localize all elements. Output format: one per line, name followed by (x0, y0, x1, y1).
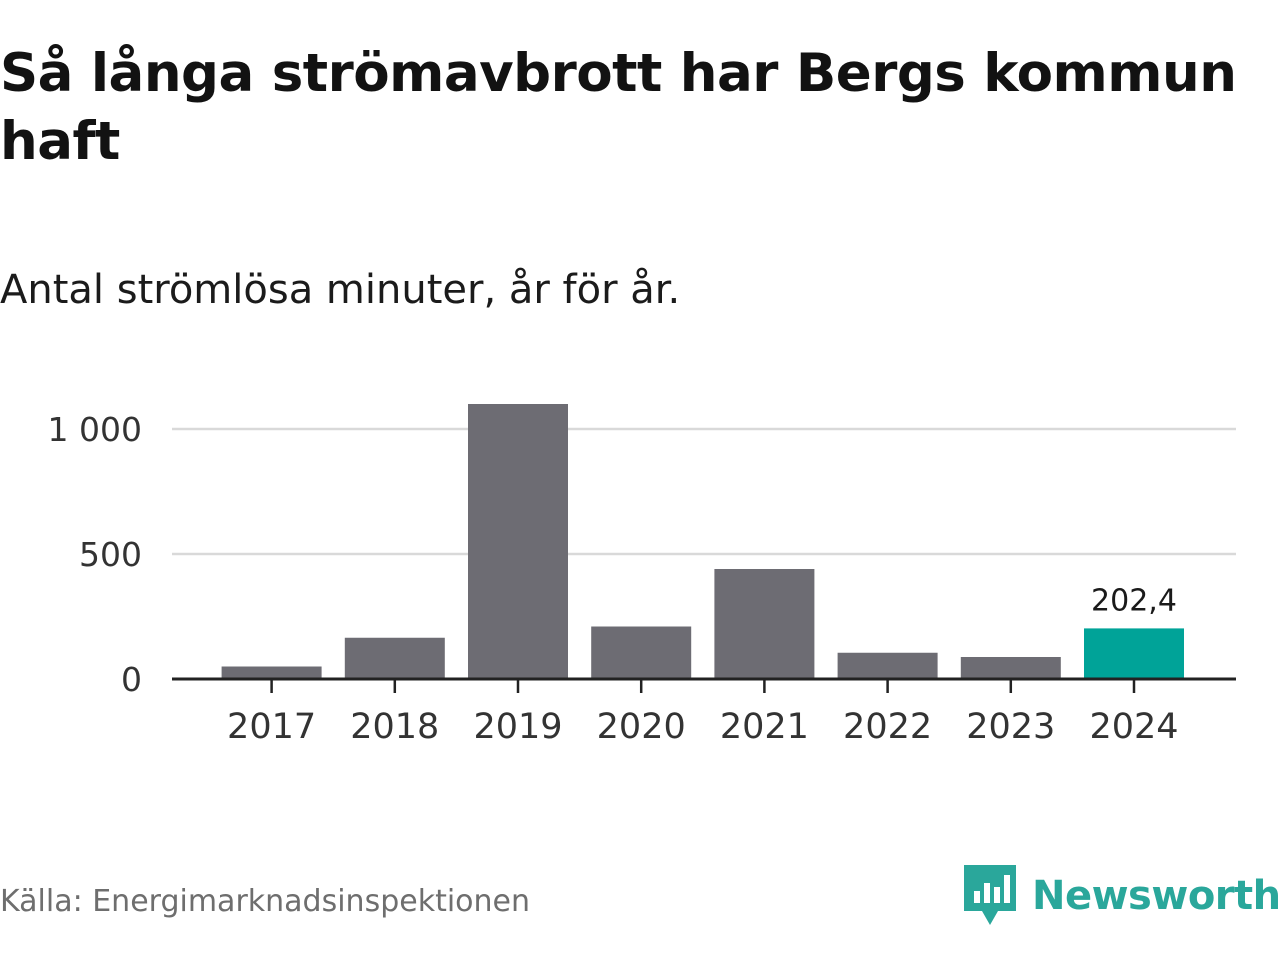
bar-2024 (1084, 628, 1184, 679)
x-tick-label: 2017 (227, 707, 316, 747)
x-tick-label: 2019 (473, 707, 562, 747)
chart-title: Så långa strömavbrott har Bergs kommun h… (0, 43, 1237, 172)
newsworthy-logo-icon (964, 865, 1016, 925)
bar-2021 (714, 569, 815, 679)
x-tick-label: 2018 (350, 707, 439, 747)
data-label: 202,4 (1091, 583, 1177, 618)
x-tick-label: 2023 (966, 707, 1055, 747)
bar-2020 (591, 626, 692, 679)
y-tick-label: 0 (121, 660, 142, 699)
chart-subtitle: Antal strömlösa minuter, år för år. (0, 267, 681, 313)
x-tick-label: 2021 (720, 707, 809, 747)
y-tick-label: 1 000 (48, 410, 142, 449)
y-tick-label: 500 (79, 535, 142, 574)
bar-chart: 0 500 1 000 2017 2018 2019 2020 2021 2022 2023 202… (48, 404, 1236, 747)
source-note: Källa: Energimarknadsinspektionen (0, 884, 531, 919)
bar-2017 (221, 666, 322, 679)
x-tick-label: 2024 (1089, 707, 1178, 747)
bar-2022 (837, 652, 938, 679)
bar-2019 (468, 404, 568, 679)
bar-2023 (960, 657, 1061, 679)
brand-logo: Newsworthy (964, 864, 1280, 928)
bar-2018 (344, 637, 445, 679)
x-tick-label: 2022 (843, 707, 932, 747)
x-tick-label: 2020 (597, 707, 686, 747)
brand-name: Newsworthy (1032, 873, 1280, 919)
